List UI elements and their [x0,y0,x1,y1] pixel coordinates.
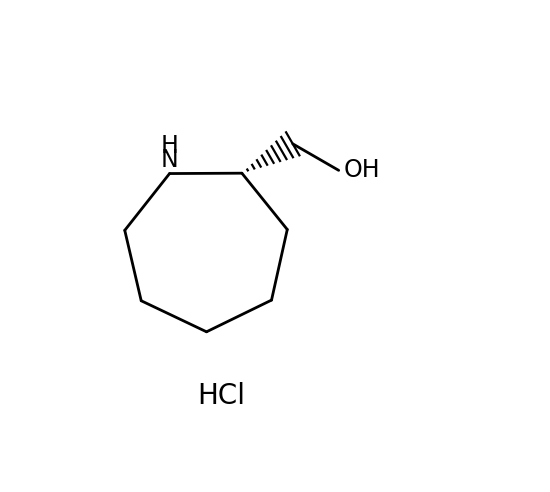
Text: HCl: HCl [197,382,245,410]
Text: OH: OH [343,158,380,183]
Text: N: N [161,148,178,172]
Text: H: H [161,134,179,158]
